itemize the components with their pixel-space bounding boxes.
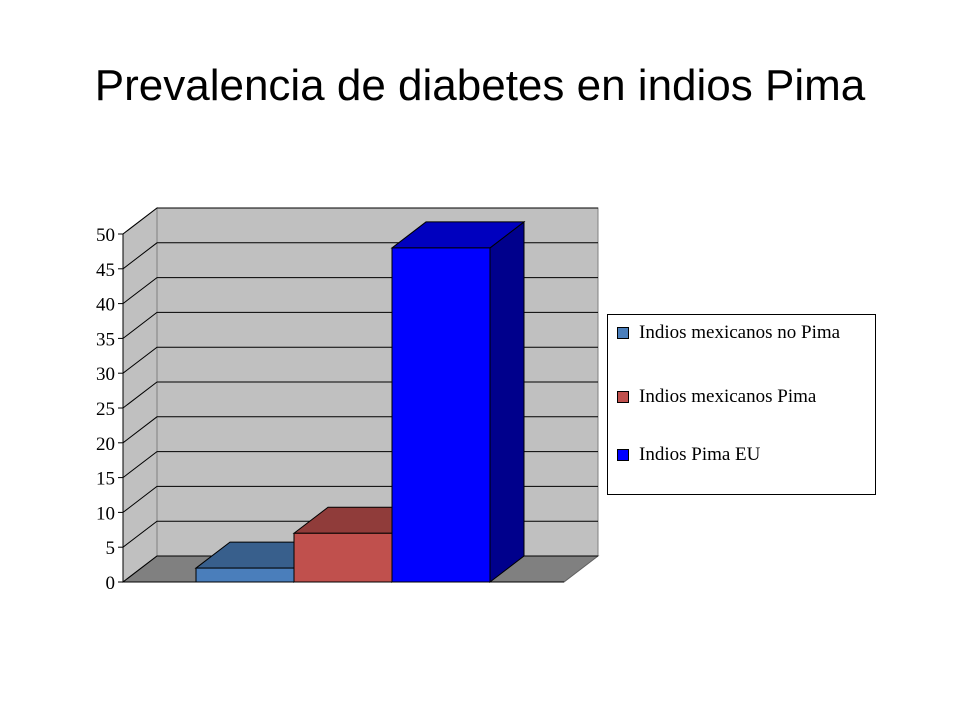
- legend-swatch: [617, 327, 629, 339]
- bar-front: [391, 247, 491, 583]
- bar-side: [489, 220, 525, 584]
- y-tick-label: 30: [96, 364, 115, 385]
- legend-swatch: [617, 391, 629, 403]
- y-tick-label: 0: [106, 573, 116, 594]
- chart-bars: [194, 220, 526, 584]
- legend-swatch: [617, 449, 629, 461]
- legend-label: Indios mexicanos no Pima: [639, 322, 841, 343]
- y-tick-label: 35: [96, 329, 115, 350]
- bar: [390, 220, 526, 584]
- slide-title: Prevalencia de diabetes en indios Pima: [94, 61, 866, 110]
- gridline: [122, 207, 598, 235]
- y-tick-label: 40: [96, 295, 115, 316]
- y-tick-label: 10: [96, 503, 115, 524]
- y-tick-label: 5: [106, 538, 116, 559]
- y-tick-label: 45: [96, 260, 115, 281]
- legend-label: Indios mexicanos Pima: [639, 386, 817, 407]
- bar-front: [195, 567, 295, 583]
- y-tick-label: 15: [96, 469, 115, 490]
- bar-front: [293, 532, 393, 583]
- y-tick-label: 20: [96, 434, 115, 455]
- chart-legend: Indios mexicanos no Pima Indios mexicano…: [607, 314, 876, 495]
- legend-label: Indios Pima EU: [639, 444, 761, 465]
- y-tick-label: 25: [96, 399, 115, 420]
- y-tick-label: 50: [96, 225, 115, 246]
